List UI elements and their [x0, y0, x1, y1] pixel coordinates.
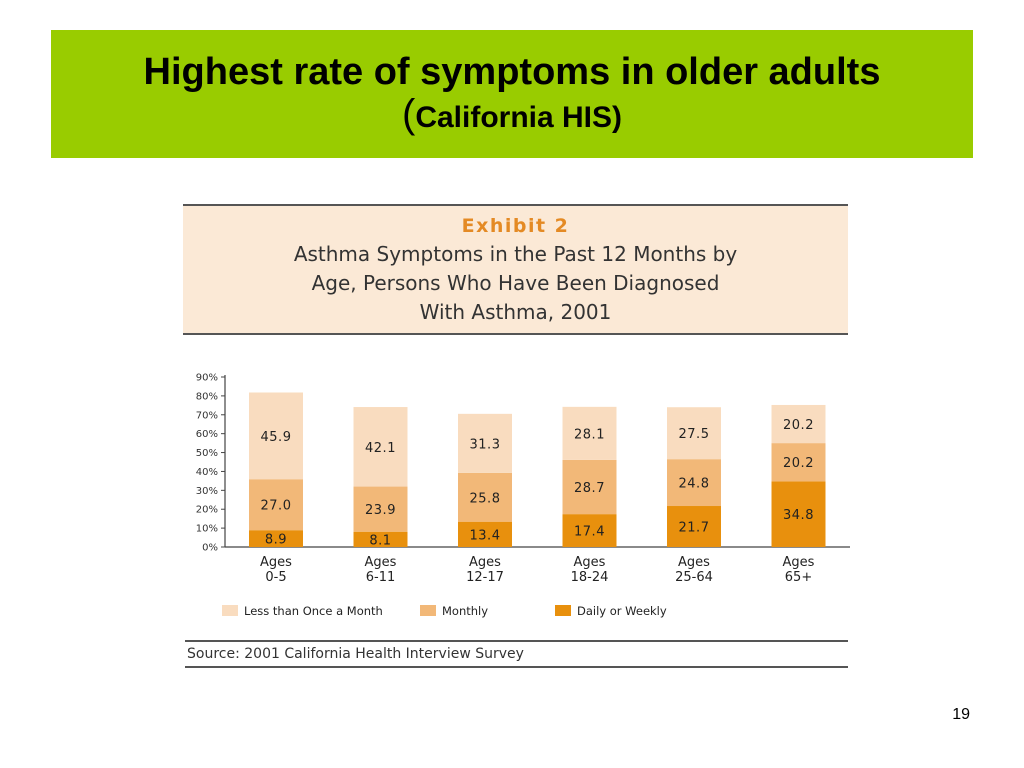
exhibit-label: Exhibit 2 [461, 215, 570, 237]
y-tick-label: 0% [202, 543, 218, 554]
bar-segment [667, 459, 721, 507]
data-label: 25.8 [470, 491, 501, 506]
bar-segment [667, 506, 721, 547]
bar-segment [667, 407, 721, 460]
data-label: 28.7 [574, 481, 605, 496]
bar-segment [562, 406, 617, 460]
legend-label: Monthly [442, 604, 488, 618]
exhibit-title-line: Asthma Symptoms in the Past 12 Months by [293, 242, 738, 266]
slide-title-band: Highest rate of symptoms in older adults… [51, 30, 973, 158]
data-label: 42.1 [365, 441, 396, 456]
data-label: 24.8 [679, 477, 710, 492]
bar-segment [458, 413, 512, 473]
x-category-label: 6-11 [366, 570, 396, 585]
subtitle-text: California HIS) [415, 101, 623, 134]
slide-title: Highest rate of symptoms in older adults [143, 51, 881, 93]
x-category-label: Ages [678, 555, 710, 570]
x-category-label: 65+ [785, 570, 812, 585]
legend-swatch [222, 605, 238, 616]
bar-segment [353, 531, 408, 547]
x-category-label: 12-17 [466, 570, 504, 585]
y-tick-label: 60% [196, 429, 218, 440]
bar-segment [249, 479, 303, 531]
slide-subtitle: (California HIS) [402, 94, 622, 138]
bar-segment [458, 472, 512, 522]
y-tick-label: 10% [196, 524, 218, 535]
data-label: 27.0 [261, 499, 292, 514]
y-tick-label: 90% [196, 373, 218, 384]
data-label: 23.9 [365, 503, 396, 518]
subtitle-open-paren: ( [401, 92, 416, 136]
x-category-label: Ages [365, 555, 397, 570]
data-label: 45.9 [261, 430, 292, 445]
data-label: 13.4 [470, 528, 501, 543]
y-tick-label: 30% [196, 486, 218, 497]
data-label: 17.4 [574, 525, 605, 540]
data-label: 31.3 [470, 437, 501, 452]
data-label: 34.8 [783, 508, 814, 523]
x-category-label: Ages [260, 555, 292, 570]
exhibit-title-line: Age, Persons Who Have Been Diagnosed [311, 271, 720, 295]
y-tick-label: 70% [196, 410, 218, 421]
x-category-label: 0-5 [265, 570, 286, 585]
data-label: 27.5 [679, 427, 710, 442]
legend-swatch [420, 605, 436, 616]
x-category-label: Ages [574, 555, 606, 570]
stacked-bar-chart: 0% 10% 20% 30% 40% 50% 60% 70% 80% 90% 8.9 27.0 45.9… [196, 373, 850, 618]
legend-label: Less than Once a Month [244, 604, 383, 618]
exhibit-header: Exhibit 2 Asthma Symptoms in the Past 12… [183, 204, 848, 335]
bar-segment [562, 459, 617, 515]
bar-segment [249, 530, 303, 547]
x-category-label: 25-64 [675, 570, 713, 585]
data-label: 20.2 [783, 456, 814, 471]
bar-segment [353, 407, 408, 487]
y-tick-label: 80% [196, 391, 218, 402]
bar-segment [353, 486, 408, 532]
exhibit-title-line: With Asthma, 2001 [419, 300, 612, 324]
y-tick-label: 20% [196, 505, 218, 516]
bar-segment [771, 443, 826, 482]
bar-segment [771, 404, 826, 444]
y-tick-label: 40% [196, 467, 218, 478]
legend-label: Daily or Weekly [577, 604, 667, 618]
bar-segment [771, 481, 826, 547]
legend-swatch [555, 605, 571, 616]
source-note: Source: 2001 California Health Interview… [185, 640, 848, 668]
page-number: 19 [952, 706, 970, 723]
data-label: 21.7 [679, 521, 710, 536]
y-tick-label: 50% [196, 448, 218, 459]
bar-segment [249, 392, 303, 480]
x-category-label: Ages [469, 555, 501, 570]
x-category-label: 18-24 [571, 570, 609, 585]
bar-segment [562, 514, 617, 547]
data-label: 8.9 [265, 533, 287, 548]
bar-segment [458, 521, 512, 547]
exhibit-title: Asthma Symptoms in the Past 12 Months by… [183, 240, 848, 327]
data-label: 20.2 [783, 418, 814, 433]
data-label: 8.1 [369, 533, 391, 548]
data-label: 28.1 [574, 427, 605, 442]
x-category-label: Ages [783, 555, 815, 570]
